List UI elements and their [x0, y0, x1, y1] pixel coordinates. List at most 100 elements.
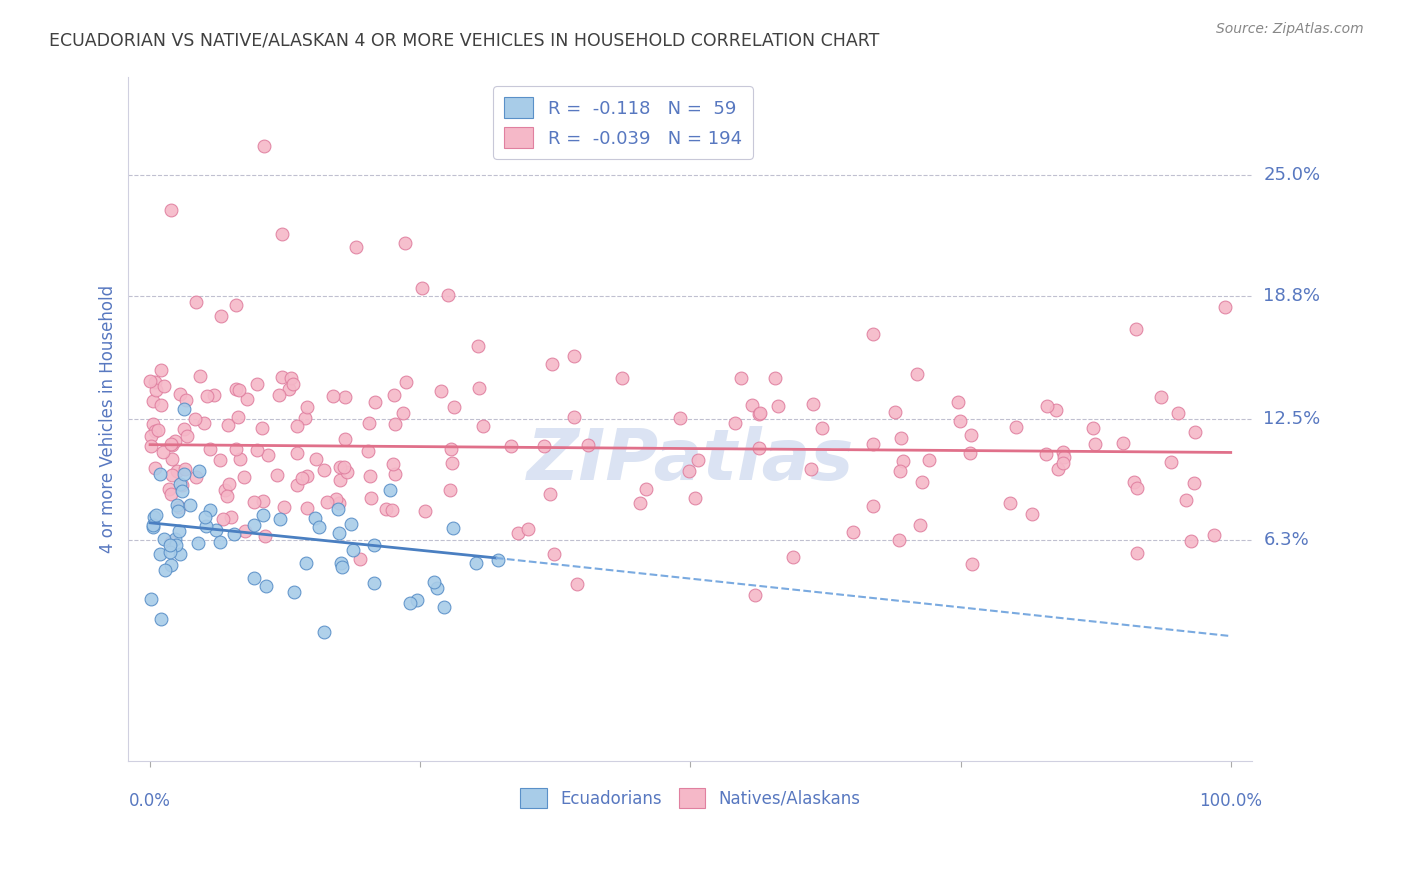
- Point: [142, 417, 165, 431]
- Point: [960, 428, 983, 442]
- Point: [344, 240, 367, 254]
- Point: [384, 467, 406, 481]
- Point: [862, 499, 884, 513]
- Point: [382, 388, 405, 402]
- Point: [174, 462, 197, 476]
- Point: [157, 483, 180, 497]
- Point: [209, 535, 232, 549]
- Point: [748, 441, 770, 455]
- Point: [441, 520, 464, 534]
- Point: [948, 395, 970, 409]
- Point: [179, 498, 201, 512]
- Point: [744, 588, 766, 602]
- Point: [538, 487, 561, 501]
- Point: [891, 453, 914, 467]
- Legend: Ecuadorians, Natives/Alaskans: Ecuadorians, Natives/Alaskans: [513, 781, 868, 814]
- Point: [349, 552, 371, 566]
- Point: [768, 399, 790, 413]
- Point: [167, 524, 190, 538]
- Point: [153, 379, 176, 393]
- Point: [188, 368, 211, 383]
- Text: 18.8%: 18.8%: [1264, 287, 1320, 305]
- Point: [150, 612, 173, 626]
- Point: [143, 375, 166, 389]
- Point: [801, 397, 824, 411]
- Y-axis label: 4 or more Vehicles in Household: 4 or more Vehicles in Household: [100, 285, 117, 553]
- Point: [411, 281, 433, 295]
- Point: [194, 519, 217, 533]
- Point: [139, 439, 162, 453]
- Point: [236, 392, 259, 406]
- Point: [1052, 445, 1074, 459]
- Point: [252, 494, 274, 508]
- Point: [173, 402, 195, 417]
- Point: [141, 393, 163, 408]
- Point: [959, 446, 981, 460]
- Point: [160, 535, 183, 549]
- Point: [541, 357, 564, 371]
- Point: [287, 445, 309, 459]
- Point: [217, 417, 239, 432]
- Point: [254, 529, 277, 543]
- Point: [394, 236, 416, 251]
- Point: [163, 532, 186, 546]
- Point: [426, 581, 449, 595]
- Text: 25.0%: 25.0%: [1264, 166, 1320, 184]
- Point: [889, 464, 911, 478]
- Point: [186, 470, 208, 484]
- Point: [501, 439, 523, 453]
- Point: [382, 458, 405, 472]
- Point: [800, 462, 823, 476]
- Point: [1053, 450, 1076, 465]
- Point: [243, 494, 266, 508]
- Point: [543, 547, 565, 561]
- Point: [363, 538, 385, 552]
- Text: ZIPatlas: ZIPatlas: [527, 425, 853, 495]
- Point: [226, 410, 249, 425]
- Point: [209, 309, 232, 323]
- Point: [160, 487, 183, 501]
- Point: [533, 440, 555, 454]
- Point: [333, 432, 356, 446]
- Point: [669, 410, 692, 425]
- Point: [173, 422, 195, 436]
- Point: [1175, 492, 1198, 507]
- Point: [741, 399, 763, 413]
- Point: [194, 510, 217, 524]
- Point: [1084, 437, 1107, 451]
- Point: [883, 404, 905, 418]
- Point: [1184, 476, 1206, 491]
- Point: [149, 467, 172, 481]
- Point: [246, 442, 269, 457]
- Point: [167, 504, 190, 518]
- Point: [333, 459, 356, 474]
- Point: [862, 436, 884, 450]
- Point: [440, 442, 463, 456]
- Point: [219, 509, 242, 524]
- Point: [517, 522, 540, 536]
- Point: [336, 465, 359, 479]
- Text: Source: ZipAtlas.com: Source: ZipAtlas.com: [1216, 22, 1364, 37]
- Point: [439, 483, 461, 497]
- Point: [146, 423, 169, 437]
- Point: [270, 227, 292, 241]
- Point: [634, 483, 657, 497]
- Text: 100.0%: 100.0%: [1199, 791, 1263, 810]
- Point: [1122, 475, 1144, 489]
- Point: [612, 371, 634, 385]
- Point: [360, 491, 382, 505]
- Point: [233, 469, 256, 483]
- Text: 0.0%: 0.0%: [129, 791, 172, 810]
- Point: [250, 421, 273, 435]
- Point: [269, 388, 291, 402]
- Point: [215, 489, 238, 503]
- Point: [145, 460, 167, 475]
- Point: [326, 502, 349, 516]
- Point: [159, 436, 181, 450]
- Point: [1160, 455, 1182, 469]
- Point: [193, 417, 215, 431]
- Point: [506, 525, 529, 540]
- Point: [998, 496, 1021, 510]
- Point: [167, 500, 190, 514]
- Point: [381, 502, 404, 516]
